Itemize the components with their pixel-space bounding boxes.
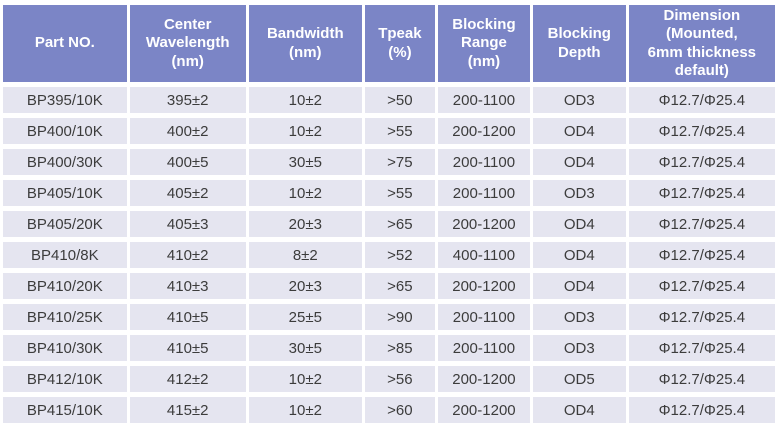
cell-dimension: Φ12.7/Φ25.4 xyxy=(628,242,775,269)
cell-part-no: BP400/30K xyxy=(3,149,127,176)
cell-blocking: OD4 xyxy=(532,397,626,424)
cell-dimension: Φ12.7/Φ25.4 xyxy=(628,180,775,207)
cell-part-no: BP395/10K xyxy=(3,87,127,114)
column-header-center: Center Wavelength (nm) xyxy=(129,5,246,83)
cell-blocking: OD3 xyxy=(532,87,626,114)
cell-center: 400±5 xyxy=(129,149,246,176)
column-header-blocking: Blocking Depth xyxy=(532,5,626,83)
cell-bandwidth: 10±2 xyxy=(248,397,362,424)
table-row-bp405-10k: BP405/10K 405±2 10±2 >55 200-1100 OD3 Φ12.7/Φ2… xyxy=(3,180,775,207)
cell-dimension: Φ12.7/Φ25.4 xyxy=(628,397,775,424)
table-row-bp412-10k: BP412/10K 412±2 10±2 >56 200-1200 OD5 Φ12.7/Φ2… xyxy=(3,366,775,393)
cell-center: 415±2 xyxy=(129,397,246,424)
table-header-row: Part NO. Center Wavelength (nm) Bandwidth … xyxy=(3,5,775,83)
cell-tpeak: >55 xyxy=(364,180,435,207)
cell-bandwidth: 20±3 xyxy=(248,211,362,238)
table-row-bp410-30k: BP410/30K 410±5 30±5 >85 200-1100 OD3 Φ12.7/Φ2… xyxy=(3,335,775,362)
cell-blocking: OD4 xyxy=(532,242,626,269)
cell-tpeak: >50 xyxy=(364,87,435,114)
cell-blocking: 200-1200 xyxy=(437,273,530,300)
cell-center: 405±2 xyxy=(129,180,246,207)
cell-blocking: 200-1200 xyxy=(437,118,530,145)
cell-part-no: BP412/10K xyxy=(3,366,127,393)
column-header-bandwidth: Bandwidth (nm) xyxy=(248,5,362,83)
cell-bandwidth: 10±2 xyxy=(248,180,362,207)
cell-part-no: BP400/10K xyxy=(3,118,127,145)
cell-blocking: OD3 xyxy=(532,304,626,331)
cell-dimension: Φ12.7/Φ25.4 xyxy=(628,211,775,238)
cell-dimension: Φ12.7/Φ25.4 xyxy=(628,273,775,300)
cell-blocking: 200-1100 xyxy=(437,149,530,176)
cell-part-no: BP410/20K xyxy=(3,273,127,300)
cell-blocking: OD3 xyxy=(532,180,626,207)
cell-blocking: OD3 xyxy=(532,335,626,362)
table-row-bp410-20k: BP410/20K 410±3 20±3 >65 200-1200 OD4 Φ12.7/Φ2… xyxy=(3,273,775,300)
cell-bandwidth: 8±2 xyxy=(248,242,362,269)
cell-blocking: OD4 xyxy=(532,211,626,238)
cell-blocking: 200-1200 xyxy=(437,397,530,424)
cell-bandwidth: 20±3 xyxy=(248,273,362,300)
cell-bandwidth: 30±5 xyxy=(248,335,362,362)
cell-blocking: OD4 xyxy=(532,273,626,300)
cell-center: 395±2 xyxy=(129,87,246,114)
cell-blocking: OD4 xyxy=(532,149,626,176)
cell-blocking: 200-1100 xyxy=(437,87,530,114)
table-row-bp410-8k: BP410/8K 410±2 8±2 >52 400-1100 OD4 Φ12.7/Φ25.… xyxy=(3,242,775,269)
cell-dimension: Φ12.7/Φ25.4 xyxy=(628,149,775,176)
cell-part-no: BP410/30K xyxy=(3,335,127,362)
cell-tpeak: >52 xyxy=(364,242,435,269)
cell-part-no: BP415/10K xyxy=(3,397,127,424)
cell-tpeak: >56 xyxy=(364,366,435,393)
cell-blocking: OD4 xyxy=(532,118,626,145)
column-header-tpeak: Tpeak (%) xyxy=(364,5,435,83)
cell-center: 410±5 xyxy=(129,335,246,362)
cell-tpeak: >65 xyxy=(364,273,435,300)
table-row-bp410-25k: BP410/25K 410±5 25±5 >90 200-1100 OD3 Φ12.7/Φ2… xyxy=(3,304,775,331)
cell-bandwidth: 10±2 xyxy=(248,87,362,114)
cell-bandwidth: 30±5 xyxy=(248,149,362,176)
cell-tpeak: >60 xyxy=(364,397,435,424)
cell-blocking: 200-1200 xyxy=(437,366,530,393)
table-row-bp400-30k: BP400/30K 400±5 30±5 >75 200-1100 OD4 Φ12.7/Φ2… xyxy=(3,149,775,176)
cell-blocking: 400-1100 xyxy=(437,242,530,269)
cell-dimension: Φ12.7/Φ25.4 xyxy=(628,118,775,145)
cell-part-no: BP405/20K xyxy=(3,211,127,238)
cell-center: 400±2 xyxy=(129,118,246,145)
cell-dimension: Φ12.7/Φ25.4 xyxy=(628,87,775,114)
cell-dimension: Φ12.7/Φ25.4 xyxy=(628,335,775,362)
cell-center: 405±3 xyxy=(129,211,246,238)
cell-center: 412±2 xyxy=(129,366,246,393)
cell-part-no: BP410/8K xyxy=(3,242,127,269)
cell-tpeak: >65 xyxy=(364,211,435,238)
table-row-bp405-20k: BP405/20K 405±3 20±3 >65 200-1200 OD4 Φ12.7/Φ2… xyxy=(3,211,775,238)
cell-tpeak: >55 xyxy=(364,118,435,145)
cell-dimension: Φ12.7/Φ25.4 xyxy=(628,366,775,393)
column-header-dimension: Dimension (Mounted, 6mm thickness defaul… xyxy=(628,5,775,83)
cell-part-no: BP410/25K xyxy=(3,304,127,331)
cell-tpeak: >90 xyxy=(364,304,435,331)
cell-part-no: BP405/10K xyxy=(3,180,127,207)
cell-center: 410±2 xyxy=(129,242,246,269)
cell-tpeak: >75 xyxy=(364,149,435,176)
cell-blocking: 200-1200 xyxy=(437,211,530,238)
cell-bandwidth: 25±5 xyxy=(248,304,362,331)
cell-blocking: 200-1100 xyxy=(437,180,530,207)
cell-tpeak: >85 xyxy=(364,335,435,362)
column-header-part-no: Part NO. xyxy=(3,5,127,83)
cell-bandwidth: 10±2 xyxy=(248,366,362,393)
cell-blocking: 200-1100 xyxy=(437,335,530,362)
cell-center: 410±3 xyxy=(129,273,246,300)
cell-center: 410±5 xyxy=(129,304,246,331)
cell-dimension: Φ12.7/Φ25.4 xyxy=(628,304,775,331)
column-header-blocking: Blocking Range (nm) xyxy=(437,5,530,83)
table-row-bp395-10k: BP395/10K 395±2 10±2 >50 200-1100 OD3 Φ12.7/Φ2… xyxy=(3,87,775,114)
cell-blocking: 200-1100 xyxy=(437,304,530,331)
cell-bandwidth: 10±2 xyxy=(248,118,362,145)
table-row-bp415-10k: BP415/10K 415±2 10±2 >60 200-1200 OD4 Φ12.7/Φ2… xyxy=(3,397,775,424)
cell-blocking: OD5 xyxy=(532,366,626,393)
table-row-bp400-10k: BP400/10K 400±2 10±2 >55 200-1200 OD4 Φ12.7/Φ2… xyxy=(3,118,775,145)
